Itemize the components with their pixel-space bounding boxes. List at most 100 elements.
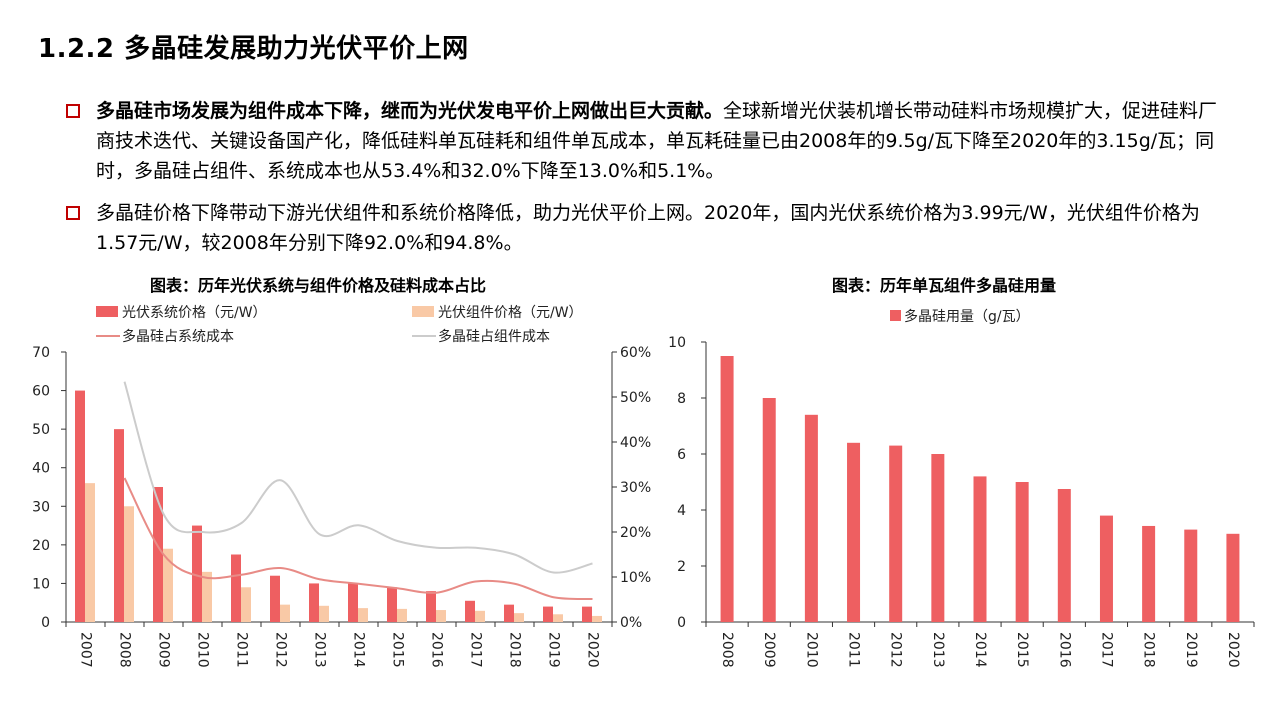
bar-system-price (465, 600, 475, 622)
bar-silicon-usage (762, 398, 776, 622)
x-tick-label: 2016 (429, 632, 445, 668)
x-tick-label: 2012 (273, 632, 289, 668)
x-tick-label: 2019 (1183, 632, 1199, 668)
y2-tick-label: 20% (620, 525, 651, 541)
y-tick-label: 4 (677, 503, 686, 519)
legend-swatch (412, 306, 434, 317)
bar-system-price (192, 525, 202, 622)
x-tick-label: 2019 (546, 632, 562, 668)
line-module-cost-share (123, 381, 593, 574)
y-tick-label: 20 (32, 538, 50, 554)
bar-system-price (114, 429, 124, 622)
price-and-cost-chart: 光伏系统价格（元/W） 光伏组件价格（元/W） 多晶硅占系统成本 多晶硅占组件成本 0 1… (32, 305, 651, 668)
chart-title: 图表：历年光伏系统与组件价格及硅料成本占比 (150, 276, 487, 295)
bar-silicon-usage (847, 442, 861, 622)
y-tick-label: 60 (32, 384, 50, 400)
bar-module-price (241, 587, 251, 622)
bar-system-price (504, 604, 514, 622)
legend-label: 多晶硅占系统成本 (122, 328, 234, 345)
x-tick-label: 2017 (1098, 632, 1114, 668)
bar-system-price (309, 583, 319, 622)
bullet-text: 多晶硅价格下降带动下游光伏组件和系统价格降低，助力光伏平价上网。2020年，国内… (96, 198, 1236, 258)
chart-title: 图表：历年单瓦组件多晶硅用量 (832, 276, 1057, 295)
bar-module-price (85, 483, 95, 622)
bar-module-price (319, 605, 329, 622)
y2-tick-label: 60% (620, 345, 651, 361)
bar-module-price (475, 610, 485, 622)
x-tick-label: 2011 (846, 632, 862, 668)
y-tick-label: 50 (32, 422, 50, 438)
y-tick-label: 10 (32, 576, 50, 592)
bar-module-price (202, 571, 212, 622)
x-tick-label: 2013 (930, 632, 946, 668)
x-tick-label: 2009 (156, 632, 172, 668)
x-tick-label: 2015 (390, 632, 406, 668)
bar-system-price (270, 575, 280, 622)
x-tick-label: 2014 (972, 632, 988, 668)
x-tick-label: 2017 (468, 632, 484, 668)
bar-system-price (75, 390, 85, 622)
legend-swatch (96, 306, 118, 317)
x-tick-label: 2018 (1141, 632, 1157, 668)
line-system-cost-share (123, 477, 593, 601)
y-tick-label: 8 (677, 391, 686, 407)
bar-silicon-usage (889, 445, 903, 622)
bar-silicon-usage (973, 476, 987, 622)
bullet-body-text: 多晶硅价格下降带动下游光伏组件和系统价格降低，助力光伏平价上网。2020年，国内… (96, 202, 1200, 254)
bar-system-price (582, 606, 592, 622)
y-tick-label: 30 (32, 499, 50, 515)
y-tick-label: 10 (668, 335, 686, 351)
y-tick-label: 70 (32, 345, 50, 361)
legend-label: 多晶硅用量（g/瓦） (904, 308, 1030, 325)
x-tick-label: 2008 (719, 632, 735, 668)
bar-module-price (358, 608, 368, 622)
bullet-bold-text: 多晶硅市场发展为组件成本下降，继而为光伏发电平价上网做出巨大贡献。 (96, 100, 724, 122)
x-tick-label: 2008 (117, 632, 133, 668)
page-title: 1.2.2 多晶硅发展助力光伏平价上网 (38, 34, 469, 64)
bar-module-price (514, 613, 524, 622)
x-tick-label: 2011 (234, 632, 250, 668)
bullet-body-text: 全球新增光伏装机增长带动硅料市场规模扩大，促进硅料厂商技术迭代、关键设备国产化，… (96, 100, 1218, 182)
bar-system-price (387, 587, 397, 622)
legend-label: 光伏系统价格（元/W） (122, 305, 267, 321)
y2-tick-label: 40% (620, 435, 651, 451)
legend-label: 多晶硅占组件成本 (438, 328, 550, 345)
bar-module-price (280, 604, 290, 622)
bar-silicon-usage (1057, 489, 1071, 622)
x-tick-label: 2020 (1225, 632, 1241, 668)
bar-silicon-usage (720, 356, 734, 622)
x-tick-label: 2012 (888, 632, 904, 668)
x-tick-label: 2015 (1014, 632, 1030, 668)
bar-silicon-usage (1142, 525, 1156, 622)
bar-module-price (397, 608, 407, 622)
y2-tick-label: 50% (620, 390, 651, 406)
x-tick-label: 2007 (78, 632, 94, 668)
y-tick-label: 40 (32, 461, 50, 477)
y2-tick-label: 0% (620, 615, 642, 631)
bullet-item: 多晶硅价格下降带动下游光伏组件和系统价格降低，助力光伏平价上网。2020年，国内… (66, 198, 1236, 258)
bar-system-price (348, 583, 358, 622)
bar-module-price (163, 548, 173, 622)
x-tick-label: 2010 (195, 632, 211, 668)
x-tick-label: 2013 (312, 632, 328, 668)
y-tick-label: 6 (677, 447, 686, 463)
bar-silicon-usage (1226, 533, 1240, 622)
bar-system-price (231, 554, 241, 622)
bar-silicon-usage (804, 414, 818, 622)
bar-system-price (153, 487, 163, 622)
legend-label: 光伏组件价格（元/W） (438, 305, 583, 321)
silicon-usage-chart: 多晶硅用量（g/瓦） 0 2 4 6 8 10 2008 2009 2010 2011 2012 201… (668, 308, 1255, 668)
x-tick-label: 2016 (1056, 632, 1072, 668)
x-tick-label: 2014 (351, 632, 367, 668)
bar-system-price (543, 606, 553, 622)
bar-silicon-usage (1015, 482, 1029, 622)
bar-module-price (436, 610, 446, 622)
y-tick-label: 0 (677, 615, 686, 631)
bullet-item: 多晶硅市场发展为组件成本下降，继而为光伏发电平价上网做出巨大贡献。全球新增光伏装… (66, 96, 1236, 186)
bar-module-price (592, 615, 602, 622)
bar-system-price (426, 591, 436, 622)
x-tick-label: 2020 (585, 632, 601, 668)
bar-silicon-usage (931, 454, 945, 622)
y-tick-label: 0 (41, 615, 50, 631)
bar-silicon-usage (1184, 529, 1198, 622)
